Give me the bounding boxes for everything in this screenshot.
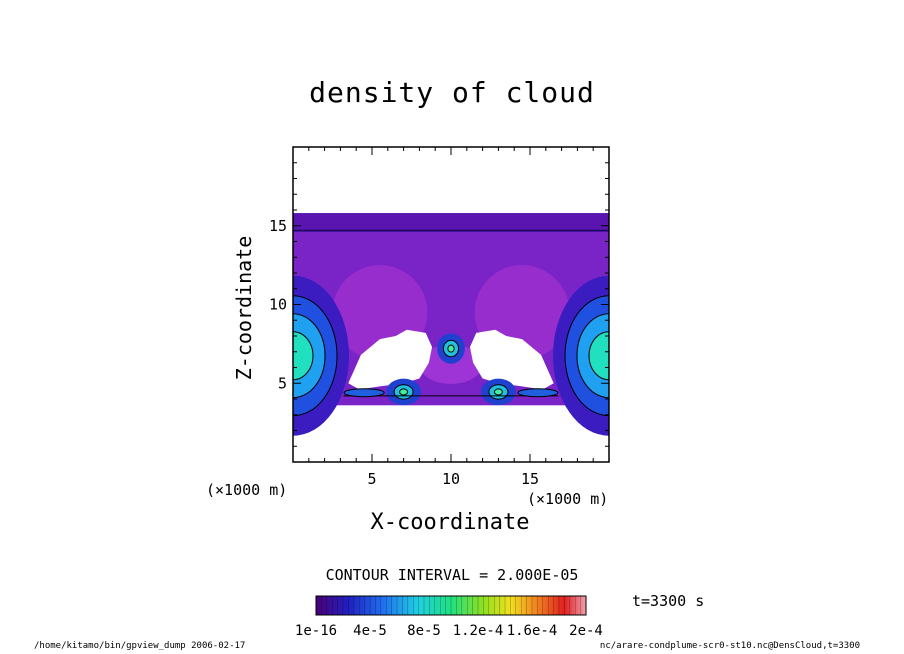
small-core-center-1 [399, 388, 409, 396]
x-tick-label: 10 [442, 470, 460, 488]
time-label: t=3300 s [632, 592, 705, 610]
x-axis-label: X-coordinate [370, 510, 530, 535]
colorbar-ticks: 1e-16 4e-5 8e-5 1.2e-4 1.6e-4 2e-4 [295, 623, 603, 639]
colorbar-tick-label: 1.6e-4 [507, 623, 558, 639]
base-lens-1 [517, 388, 559, 398]
colorbar-tick-label: 2e-4 [569, 623, 603, 639]
density-field [293, 213, 609, 436]
x-axis-unit: (×1000 m) [527, 490, 609, 508]
clear-region-1 [469, 329, 554, 390]
y-axis-unit: (×1000 m) [206, 481, 288, 499]
small-core-center-2 [493, 388, 503, 396]
contour-interval: CONTOUR INTERVAL = 2.000E-05 [325, 566, 579, 584]
footer-path: /home/kitamo/bin/gpview_dump 2006-02-17 [34, 641, 246, 651]
edge-core-1-level-3 [588, 331, 609, 381]
x-tick-label: 15 [521, 470, 539, 488]
y-axis-label: Z-coordinate [232, 235, 256, 381]
small-core-center-0 [447, 344, 455, 353]
upper-band [293, 213, 609, 233]
base-lens-0 [343, 388, 385, 398]
colorbar-tick-label: 8e-5 [407, 623, 441, 639]
y-tick-label: 15 [269, 217, 287, 235]
edge-core-0-level-3 [293, 331, 314, 381]
colorbar-tick-label: 4e-5 [353, 623, 387, 639]
axes: 5 10 15 5 10 15 [269, 147, 609, 488]
footer-source: nc/arare-condplume-scr0-st10.nc@DensClou… [599, 641, 860, 651]
y-tick-label: 5 [278, 374, 287, 392]
chart-title: density of cloud [309, 76, 595, 109]
magenta-patch-center [419, 344, 483, 385]
clear-region-0 [348, 329, 433, 390]
colorbar-stripes [321, 596, 581, 615]
colorbar-tick-label: 1e-16 [295, 623, 337, 639]
colorbar: 1e-16 4e-5 8e-5 1.2e-4 1.6e-4 2e-4 [295, 595, 603, 639]
y-tick-label: 10 [269, 296, 287, 314]
colorbar-tick-label: 1.2e-4 [453, 623, 504, 639]
x-tick-label: 5 [367, 470, 376, 488]
